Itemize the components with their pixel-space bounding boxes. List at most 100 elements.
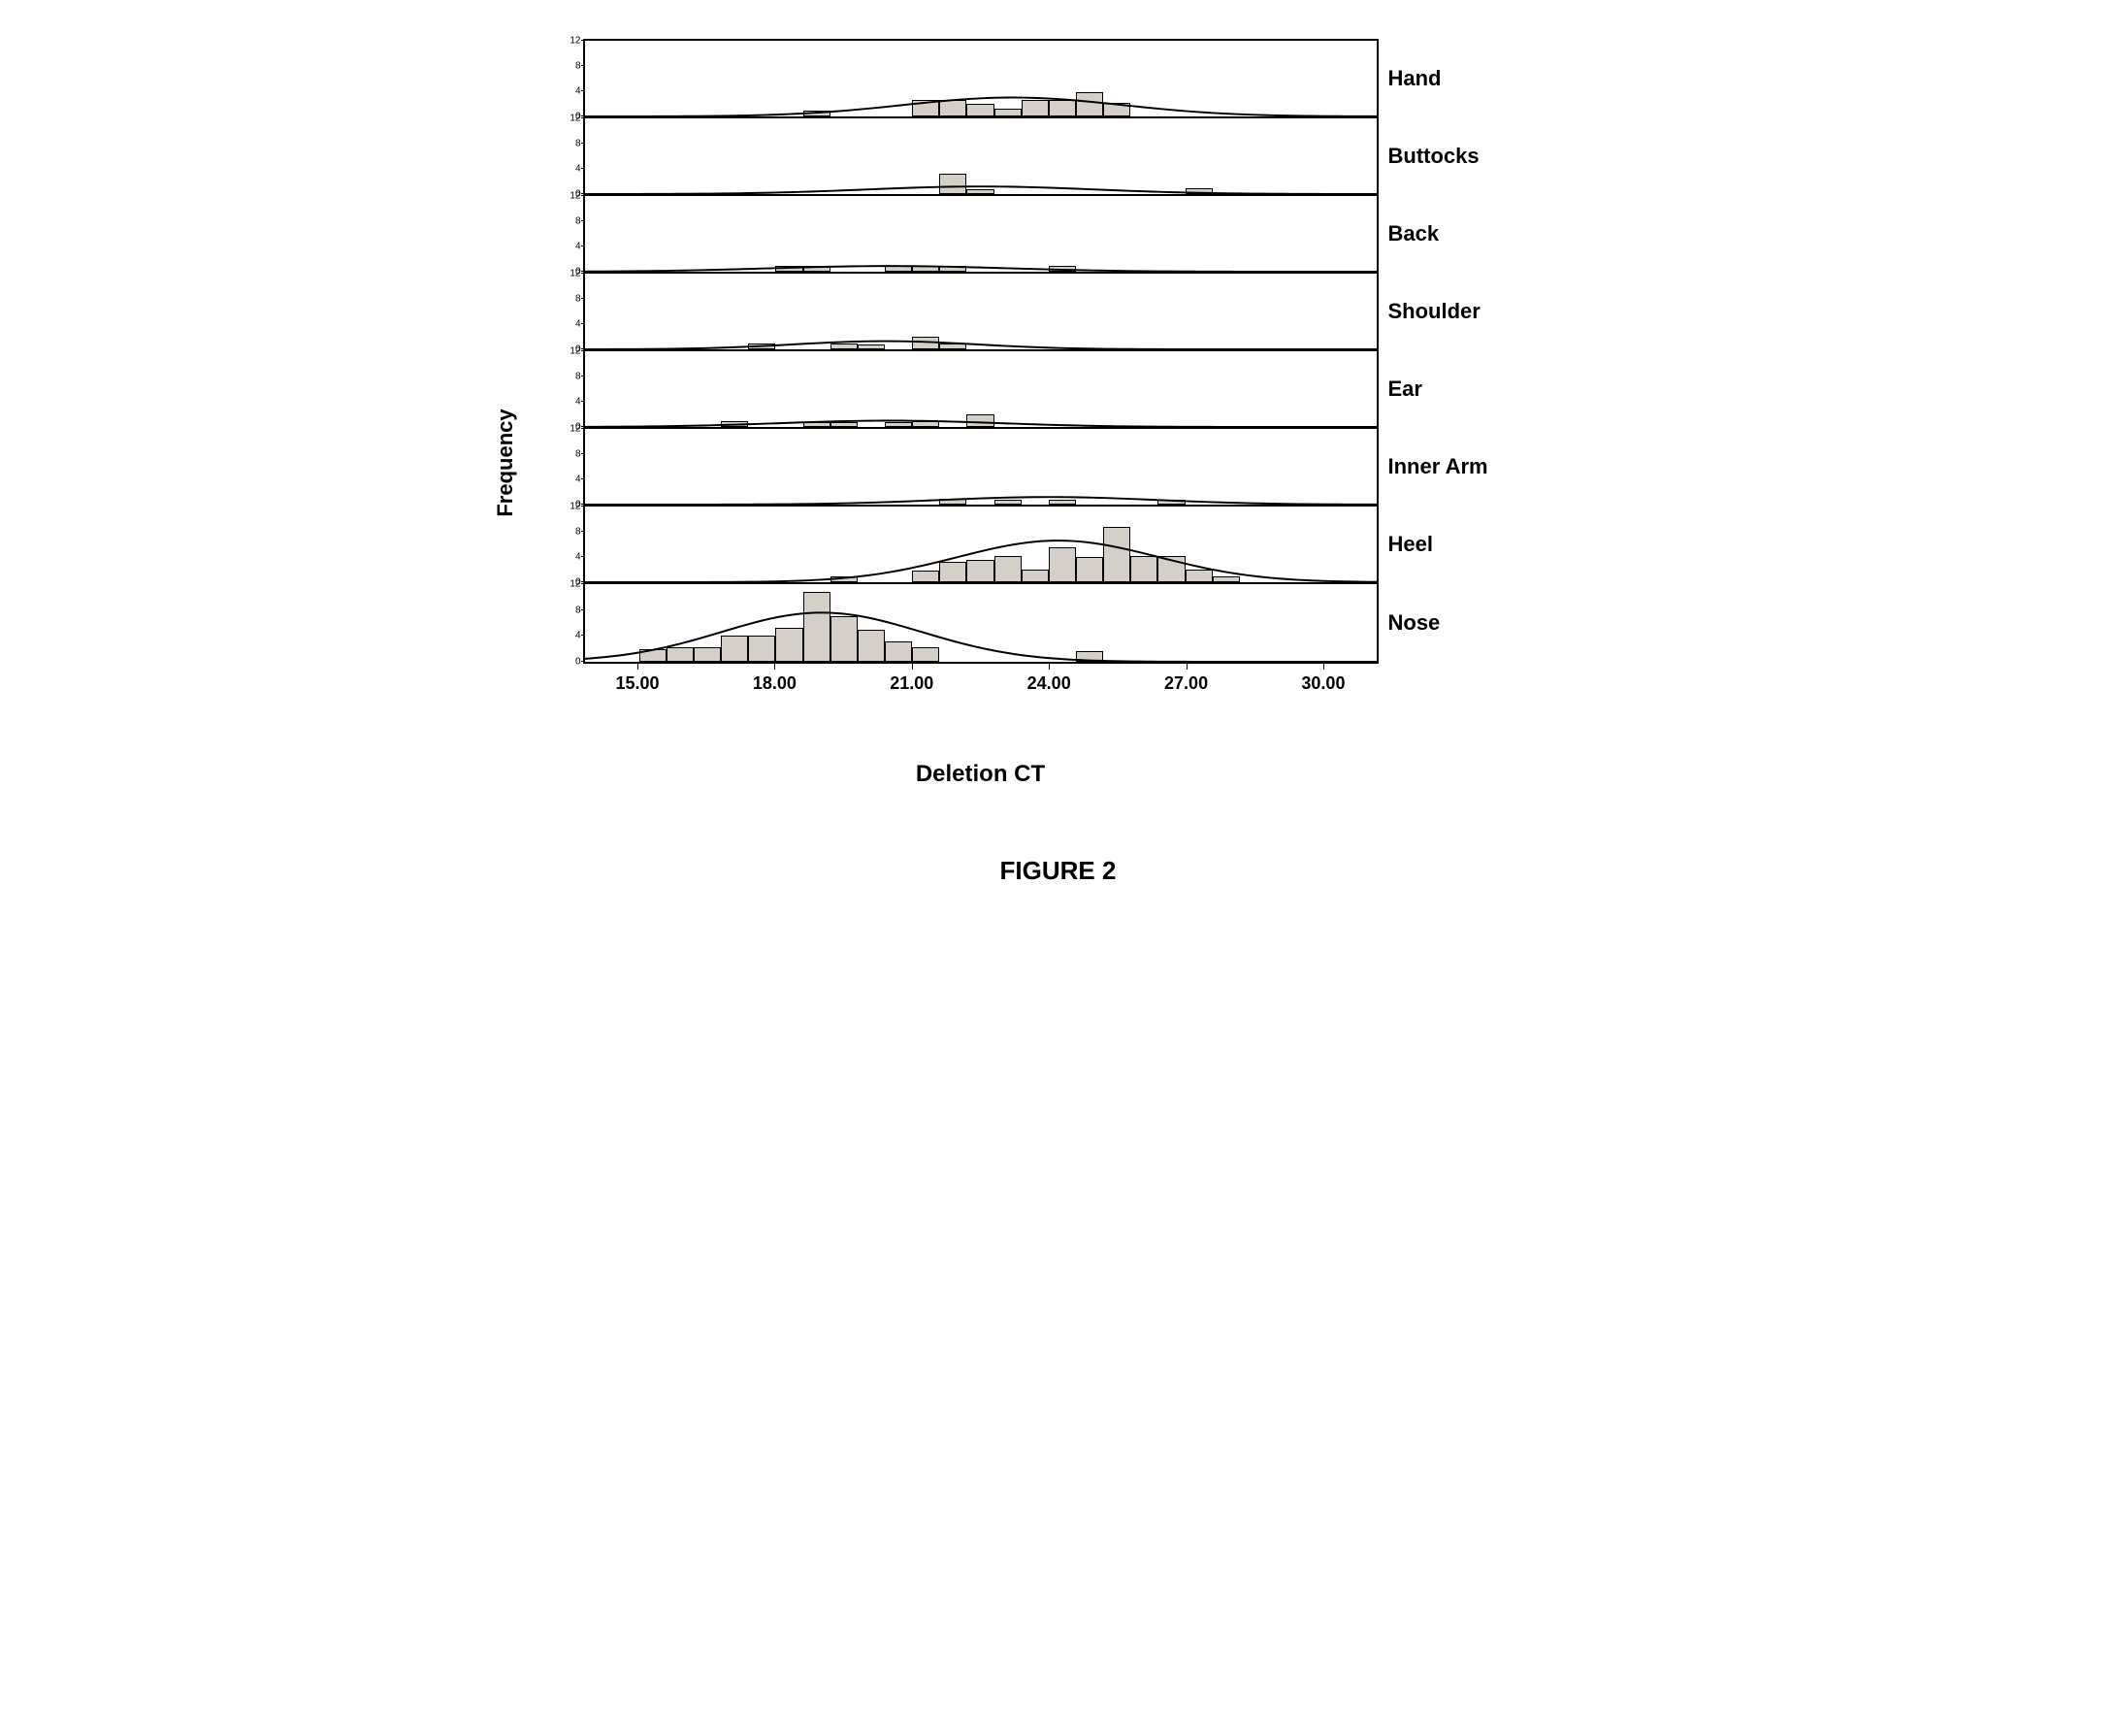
ytick-label: 8 <box>558 61 581 72</box>
histogram-bar <box>1076 557 1103 582</box>
ytick-label: 12 <box>558 346 581 357</box>
density-curve <box>585 118 1377 194</box>
histogram-bar <box>1186 570 1213 582</box>
histogram-bar <box>667 647 694 662</box>
xtick-mark <box>774 664 775 670</box>
ytick-label: 8 <box>558 605 581 615</box>
histogram-bar <box>748 344 775 350</box>
xtick-mark <box>912 664 913 670</box>
histogram-bar <box>1076 651 1103 662</box>
ytick-label: 4 <box>558 475 581 485</box>
xtick-mark <box>1049 664 1050 670</box>
x-axis: 15.0018.0021.0024.0027.0030.00 <box>583 664 1379 722</box>
ytick-label: 12 <box>558 36 581 47</box>
panel-label: Buttocks <box>1388 144 1480 169</box>
density-curve <box>585 196 1377 272</box>
histogram-bar <box>748 636 775 662</box>
xtick-label: 21.00 <box>890 673 933 694</box>
plot-area <box>585 429 1377 505</box>
plot-area <box>585 41 1377 116</box>
ytick-label: 12 <box>558 502 581 512</box>
histogram-bar <box>912 571 939 582</box>
ytick-label: 12 <box>558 269 581 279</box>
histogram-bar <box>1103 103 1130 116</box>
histogram-bar <box>939 100 966 116</box>
figure-container: Frequency 04812Hand04812Buttocks04812Bac… <box>525 39 1592 886</box>
xtick-mark <box>1187 664 1188 670</box>
histogram-bar <box>1186 188 1213 195</box>
histogram-bar <box>885 422 912 427</box>
xtick-mark <box>1323 664 1324 670</box>
histogram-bar <box>1022 570 1049 582</box>
histogram-bar <box>939 562 966 582</box>
histogram-bar <box>858 344 885 349</box>
panel-label: Back <box>1388 221 1440 246</box>
histogram-bar <box>966 189 993 194</box>
histogram-bar <box>830 422 858 427</box>
histogram-bar <box>1130 556 1157 582</box>
ytick-label: 4 <box>558 552 581 563</box>
panel-label: Inner Arm <box>1388 454 1488 479</box>
histogram-bar <box>803 111 830 117</box>
histogram-bar <box>966 414 993 427</box>
figure-caption: FIGURE 2 <box>525 856 1592 886</box>
histogram-bar <box>994 500 1022 505</box>
histogram-bar <box>775 266 802 273</box>
histogram-bar <box>1157 500 1185 505</box>
histogram-bar <box>885 641 912 662</box>
histogram-bar <box>830 616 858 662</box>
histogram-bar <box>939 344 966 350</box>
histogram-bar <box>994 109 1022 116</box>
histogram-bar <box>1049 266 1076 273</box>
panel-label: Shoulder <box>1388 299 1481 324</box>
ytick-label: 8 <box>558 216 581 227</box>
x-axis-label: Deletion CT <box>583 761 1379 788</box>
panel-label: Hand <box>1388 66 1442 91</box>
histogram-bar <box>721 636 748 662</box>
ytick-label: 4 <box>558 86 581 97</box>
panel-inner-arm: 04812Inner Arm <box>585 429 1377 507</box>
histogram-bar <box>694 647 721 662</box>
ytick-label: 4 <box>558 631 581 641</box>
ytick-label: 12 <box>558 191 581 202</box>
histogram-bar <box>639 649 667 662</box>
y-axis-label: Frequency <box>493 409 518 516</box>
histogram-bar <box>912 421 939 428</box>
ytick-label: 4 <box>558 164 581 175</box>
ytick-label: 8 <box>558 294 581 305</box>
histogram-bar <box>939 499 966 506</box>
histogram-bar <box>912 337 939 349</box>
ytick-label: 8 <box>558 449 581 460</box>
panel-ear: 04812Ear <box>585 351 1377 429</box>
histogram-bar <box>830 344 858 350</box>
plot-area <box>585 351 1377 427</box>
density-curve <box>585 429 1377 505</box>
histogram-bar <box>912 647 939 662</box>
xtick-label: 15.00 <box>616 673 660 694</box>
density-curve <box>585 274 1377 349</box>
plot-area <box>585 584 1377 662</box>
histogram-bar <box>1049 500 1076 505</box>
histogram-bar <box>721 421 748 428</box>
plot-area <box>585 118 1377 194</box>
histogram-bar <box>1213 576 1240 583</box>
histogram-bar <box>1157 556 1185 582</box>
histogram-bar <box>912 100 939 116</box>
panel-buttocks: 04812Buttocks <box>585 118 1377 196</box>
histogram-bar <box>1049 547 1076 582</box>
xtick-label: 27.00 <box>1164 673 1208 694</box>
ytick-label: 8 <box>558 139 581 149</box>
panel-back: 04812Back <box>585 196 1377 274</box>
ytick-label: 8 <box>558 527 581 538</box>
xtick-label: 18.00 <box>753 673 797 694</box>
histogram-bar <box>966 104 993 116</box>
histogram-bar <box>858 630 885 662</box>
panel-hand: 04812Hand <box>585 41 1377 118</box>
panel-shoulder: 04812Shoulder <box>585 274 1377 351</box>
histogram-bar <box>803 592 830 662</box>
panel-label: Heel <box>1388 532 1433 557</box>
histogram-bar <box>775 628 802 662</box>
ytick-label: 4 <box>558 319 581 330</box>
histogram-bar <box>803 422 830 427</box>
histogram-bar <box>939 266 966 273</box>
